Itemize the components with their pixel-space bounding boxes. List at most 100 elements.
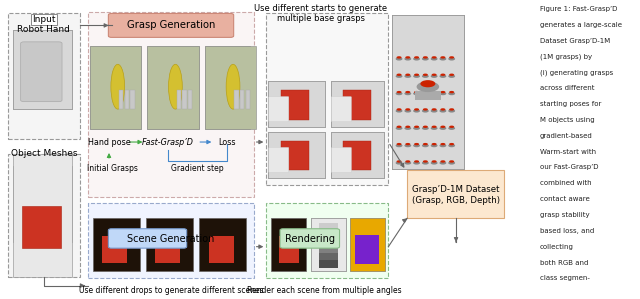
Text: Grasp’D-1M Dataset
(Grasp, RGB, Depth): Grasp’D-1M Dataset (Grasp, RGB, Depth) [412, 185, 500, 205]
Circle shape [450, 104, 456, 107]
Circle shape [440, 74, 446, 78]
Bar [310, 251, 346, 257]
Text: Scene Generation: Scene Generation [127, 234, 214, 244]
FancyBboxPatch shape [8, 13, 79, 139]
Bar [415, 91, 441, 100]
Circle shape [422, 104, 428, 107]
Bar [331, 132, 384, 178]
Circle shape [403, 46, 409, 49]
Bar [310, 218, 346, 271]
Circle shape [412, 67, 419, 71]
Circle shape [405, 56, 410, 59]
Circle shape [394, 46, 399, 49]
Circle shape [394, 124, 399, 127]
Circle shape [449, 56, 454, 59]
Circle shape [431, 160, 436, 163]
Bar [310, 218, 346, 271]
Circle shape [450, 85, 456, 88]
Bar [225, 97, 234, 121]
Circle shape [402, 48, 410, 51]
Circle shape [440, 126, 445, 128]
Bar [90, 46, 141, 129]
Circle shape [430, 164, 438, 168]
Circle shape [412, 145, 419, 148]
Bar [131, 90, 134, 109]
Bar [349, 218, 385, 271]
Circle shape [440, 124, 447, 127]
Bar [199, 218, 246, 271]
Circle shape [422, 85, 428, 88]
Bar [349, 218, 385, 271]
Bar [13, 30, 72, 109]
Circle shape [404, 144, 412, 147]
Circle shape [402, 86, 410, 90]
Circle shape [422, 74, 429, 78]
Circle shape [414, 74, 419, 76]
Text: across different: across different [540, 85, 595, 91]
Bar [268, 81, 324, 127]
FancyBboxPatch shape [266, 203, 388, 278]
Circle shape [403, 65, 409, 68]
FancyBboxPatch shape [269, 147, 289, 173]
FancyBboxPatch shape [343, 141, 371, 170]
Circle shape [413, 161, 420, 164]
Bar [13, 154, 72, 277]
Circle shape [450, 163, 456, 166]
Bar [246, 90, 250, 109]
Circle shape [449, 74, 454, 76]
Circle shape [440, 104, 447, 107]
FancyBboxPatch shape [269, 97, 289, 122]
Circle shape [421, 106, 429, 109]
Circle shape [421, 145, 429, 148]
Bar [102, 236, 127, 263]
Bar [13, 30, 72, 109]
Bar [392, 15, 463, 169]
Circle shape [414, 56, 419, 59]
FancyBboxPatch shape [281, 90, 309, 120]
Bar [102, 233, 130, 259]
Text: Figure 1: Fast-Grasp’D: Figure 1: Fast-Grasp’D [540, 6, 618, 12]
Circle shape [396, 161, 403, 164]
Circle shape [396, 74, 403, 78]
Circle shape [414, 126, 419, 128]
Circle shape [404, 109, 412, 112]
Bar [125, 90, 129, 109]
Circle shape [431, 56, 436, 59]
Circle shape [440, 85, 447, 88]
Circle shape [449, 106, 457, 109]
Circle shape [431, 161, 438, 164]
Circle shape [405, 160, 410, 163]
Circle shape [430, 48, 438, 51]
Circle shape [404, 92, 412, 95]
FancyBboxPatch shape [407, 170, 504, 218]
Circle shape [422, 127, 429, 130]
Text: grasp stability: grasp stability [540, 212, 589, 218]
Text: Input: Input [32, 15, 56, 24]
Circle shape [402, 164, 410, 168]
Bar [271, 87, 315, 124]
Circle shape [448, 127, 455, 130]
FancyBboxPatch shape [108, 13, 234, 37]
Text: starting poses for: starting poses for [540, 101, 602, 107]
Bar [310, 231, 346, 238]
Circle shape [440, 46, 447, 49]
Bar [310, 264, 346, 271]
Circle shape [440, 108, 445, 111]
Circle shape [430, 106, 438, 109]
Bar [24, 179, 63, 233]
Circle shape [404, 57, 412, 60]
Circle shape [440, 106, 447, 109]
Circle shape [397, 74, 401, 76]
Bar [331, 81, 384, 127]
Circle shape [422, 163, 428, 166]
Text: M objects using: M objects using [540, 117, 595, 123]
Bar [93, 218, 140, 271]
Circle shape [422, 143, 428, 146]
Bar [93, 218, 140, 271]
Text: Loss: Loss [219, 138, 236, 147]
Bar [392, 15, 463, 169]
Circle shape [440, 143, 447, 146]
Circle shape [450, 124, 456, 127]
Text: Use different drops to generate different scenes: Use different drops to generate differen… [79, 286, 263, 295]
FancyBboxPatch shape [266, 13, 388, 185]
